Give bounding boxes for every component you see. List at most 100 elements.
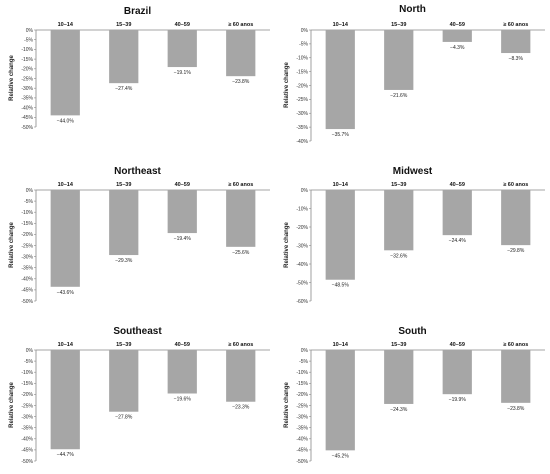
y-tick-label: -15% xyxy=(21,381,33,387)
data-label: −19.6% xyxy=(174,397,192,403)
y-tick-label: -5% xyxy=(299,359,308,365)
data-label: −29.3% xyxy=(115,258,133,264)
chart-panel-southeast: Southeast Relative change 0% -5% -10% -15% -… xyxy=(0,320,275,474)
bar xyxy=(226,30,256,77)
bar xyxy=(325,30,355,130)
y-tick-label: -5% xyxy=(24,38,33,44)
y-tick-label: 0% xyxy=(301,188,309,194)
y-tick-label: -10% xyxy=(21,370,33,376)
category-label: 10–14 xyxy=(58,342,74,348)
bar xyxy=(442,350,472,395)
data-label: −21.6% xyxy=(390,93,408,99)
category-label: 40–59 xyxy=(450,22,465,28)
y-tick-label: -60% xyxy=(296,299,308,305)
y-tick-label: -40% xyxy=(296,262,308,268)
category-label: 15–39 xyxy=(391,22,406,28)
bar-chart: 0% -5% -10% -15% -20% -25% -30% -35% -40% -45% -50… xyxy=(21,342,270,465)
y-tick-label: -30% xyxy=(296,111,308,117)
bar xyxy=(325,190,355,280)
data-label: −19.9% xyxy=(449,397,467,403)
y-tick-label: -25% xyxy=(296,403,308,409)
chart-title: South xyxy=(398,326,427,337)
bar xyxy=(384,190,414,251)
category-label: 40–59 xyxy=(450,182,465,188)
y-tick-label: -20% xyxy=(21,392,33,398)
bar xyxy=(109,30,139,84)
y-tick-label: -45% xyxy=(21,448,33,454)
category-label: 15–39 xyxy=(116,182,131,188)
y-tick-label: -20% xyxy=(296,392,308,398)
data-label: −29.8% xyxy=(507,248,525,254)
data-label: −4.3% xyxy=(450,45,465,51)
bar xyxy=(501,350,531,403)
data-label: −23.8% xyxy=(232,79,250,85)
category-label: ≥ 60 anos xyxy=(228,342,253,348)
bar-chart: 0% -5% -10% -15% -20% -25% -30% -35% -40% 10–14 −3… xyxy=(296,22,545,145)
bar xyxy=(167,350,197,394)
data-label: −43.6% xyxy=(57,290,75,296)
bar xyxy=(167,190,197,234)
bar xyxy=(442,30,472,42)
y-tick-label: -5% xyxy=(24,199,33,205)
bar xyxy=(442,190,472,236)
data-label: −19.4% xyxy=(174,236,192,242)
chart-panel-south: South Relative change 0% -5% -10% -15% -20% -… xyxy=(275,320,550,474)
y-tick-label: -40% xyxy=(296,437,308,443)
bar xyxy=(226,350,256,402)
data-label: −23.8% xyxy=(507,406,525,412)
y-tick-label: -50% xyxy=(21,459,33,465)
bar xyxy=(50,30,80,116)
category-label: 15–39 xyxy=(391,342,406,348)
y-tick-label: -40% xyxy=(296,139,308,145)
chart-title: Midwest xyxy=(392,166,433,177)
data-label: −27.8% xyxy=(115,415,133,421)
bar xyxy=(109,190,139,256)
category-label: 10–14 xyxy=(58,182,74,188)
y-tick-label: -50% xyxy=(21,299,33,305)
bar-chart: 0% -5% -10% -15% -20% -25% -30% -35% -40% -45% -50… xyxy=(21,22,270,131)
bar xyxy=(167,30,197,68)
bar xyxy=(384,350,414,404)
y-tick-label: -30% xyxy=(296,414,308,420)
bar xyxy=(50,350,80,450)
data-label: −24.3% xyxy=(390,407,408,413)
bar-chart: 0% -10% -20% -30% -40% -50% -60% 10–14 −48.5% 15–… xyxy=(296,182,545,305)
y-tick-label: -35% xyxy=(21,426,33,432)
category-label: 10–14 xyxy=(58,22,74,28)
y-tick-label: -25% xyxy=(296,97,308,103)
bar xyxy=(325,350,355,451)
category-label: 15–39 xyxy=(391,182,406,188)
category-label: ≥ 60 anos xyxy=(228,22,253,28)
y-tick-label: -25% xyxy=(21,76,33,82)
y-tick-label: -45% xyxy=(296,448,308,454)
data-label: −8.3% xyxy=(509,56,524,62)
y-tick-label: -45% xyxy=(21,115,33,121)
category-label: ≥ 60 anos xyxy=(503,342,528,348)
y-tick-label: -35% xyxy=(296,125,308,131)
category-label: 15–39 xyxy=(116,22,131,28)
y-tick-label: -30% xyxy=(21,414,33,420)
category-label: 10–14 xyxy=(333,342,349,348)
data-label: −19.1% xyxy=(174,70,192,76)
chart-panel-northeast: Northeast Relative change 0% -5% -10% -15% -… xyxy=(0,160,275,318)
chart-title: Brazil xyxy=(123,6,152,17)
y-tick-label: -30% xyxy=(21,86,33,92)
y-tick-label: -5% xyxy=(299,42,308,48)
y-tick-label: 0% xyxy=(26,348,34,354)
data-label: −25.6% xyxy=(232,250,250,256)
category-label: ≥ 60 anos xyxy=(503,182,528,188)
y-tick-label: 0% xyxy=(26,188,34,194)
data-label: −27.4% xyxy=(115,86,133,92)
y-tick-label: 0% xyxy=(301,348,309,354)
data-label: −45.2% xyxy=(332,453,350,459)
y-tick-label: -30% xyxy=(21,254,33,260)
y-tick-label: -20% xyxy=(296,225,308,231)
y-tick-label: -20% xyxy=(21,232,33,238)
bar-chart: 0% -5% -10% -15% -20% -25% -30% -35% -40% -45% -50… xyxy=(296,342,545,465)
category-label: ≥ 60 anos xyxy=(228,182,253,188)
bar xyxy=(501,30,531,54)
chart-panel-north: North Relative change 0% -5% -10% -15% -20% -… xyxy=(275,0,550,158)
y-tick-label: -10% xyxy=(296,370,308,376)
y-tick-label: -50% xyxy=(296,280,308,286)
y-tick-label: -5% xyxy=(24,359,33,365)
